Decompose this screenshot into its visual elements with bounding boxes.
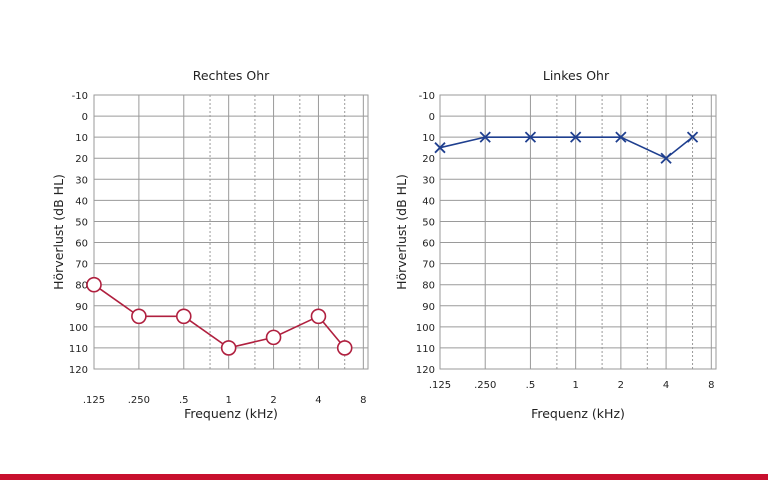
y-tick-label: 120	[69, 365, 88, 376]
y-tick-label: 40	[422, 196, 435, 207]
y-tick-label: 80	[422, 281, 435, 292]
y-tick-label: 100	[416, 323, 435, 334]
data-point-circle	[310, 308, 327, 325]
y-tick-label: 70	[422, 260, 435, 271]
cross-stroke	[686, 131, 699, 143]
x-tick-label: 4	[663, 380, 669, 391]
x-tick-label: 8	[360, 395, 366, 406]
x-axis-label: Frequenz (kHz)	[531, 406, 625, 421]
x-tick-label: 2	[618, 380, 624, 391]
data-point-cross	[524, 131, 537, 143]
data-point-circle	[86, 276, 102, 293]
x-axis-label: Frequenz (kHz)	[184, 406, 278, 421]
y-tick-label: 50	[422, 217, 435, 228]
plot-frame	[93, 94, 369, 370]
y-tick-label: 90	[422, 302, 435, 313]
y-tick-label: 100	[69, 323, 88, 334]
x-tick-label: 1	[225, 395, 231, 406]
y-tick-label: -10	[419, 91, 435, 102]
y-tick-label: 120	[416, 365, 435, 376]
y-tick-label: 10	[422, 133, 435, 144]
data-point-cross	[686, 131, 699, 143]
y-tick-label: 10	[75, 133, 88, 144]
y-tick-label: 0	[82, 112, 88, 123]
chart-title: Rechtes Ohr	[193, 68, 270, 83]
bottom-accent-bar	[0, 474, 768, 480]
data-point-circle	[220, 340, 237, 356]
y-tick-label: 0	[429, 112, 435, 123]
y-tick-label: 30	[75, 175, 88, 186]
y-tick-label: 60	[422, 239, 435, 250]
x-tick-label: .250	[128, 395, 150, 406]
x-tick-label: 1	[572, 380, 578, 391]
data-point-cross	[570, 131, 582, 143]
cross-stroke	[434, 142, 446, 154]
cross-stroke	[615, 131, 627, 143]
data-point-cross	[660, 152, 672, 164]
y-tick-label: 40	[75, 196, 88, 207]
cross-stroke	[524, 131, 537, 143]
y-tick-label: 20	[75, 154, 88, 165]
y-axis-label: Hörverlust (dB HL)	[51, 174, 66, 290]
x-tick-label: 2	[270, 395, 276, 406]
chart-title: Linkes Ohr	[543, 68, 610, 83]
y-tick-label: 80	[75, 281, 88, 292]
cross-stroke	[479, 131, 491, 143]
x-tick-label: 4	[315, 395, 321, 406]
x-tick-label: .5	[179, 395, 189, 406]
y-tick-label: 70	[75, 260, 88, 271]
data-point-circle	[336, 340, 353, 356]
data-point-circle	[131, 308, 147, 325]
y-tick-label: 110	[69, 344, 88, 355]
data-point-cross	[615, 131, 627, 143]
y-tick-label: 110	[416, 344, 435, 355]
x-tick-label: .250	[474, 380, 496, 391]
chart-left-ear: -10 0 10 20 30 40 50 60 70 80 90 100 110 120 .125 .250.…	[394, 68, 717, 421]
plot-frame	[439, 94, 717, 370]
y-tick-label: 60	[75, 239, 88, 250]
data-point-cross	[434, 142, 446, 154]
data-point-cross	[479, 131, 491, 143]
data-point-circle	[265, 329, 282, 346]
x-tick-label: .5	[526, 380, 536, 391]
cross-stroke	[570, 131, 582, 143]
x-tick-label: 8	[708, 380, 714, 391]
y-tick-label: -10	[72, 91, 88, 102]
y-tick-label: 30	[422, 175, 435, 186]
y-axis-label: Hörverlust (dB HL)	[394, 174, 409, 290]
cross-stroke	[660, 152, 672, 164]
data-point-circle	[175, 308, 192, 325]
chart-right-ear: -10 0 10 20 30 40 50 60 70 80 90 100 110 120 .125 .250.…	[51, 68, 369, 421]
series-line	[439, 136, 694, 160]
y-tick-label: 90	[75, 302, 88, 313]
y-tick-label: 50	[75, 217, 88, 228]
x-tick-label: .125	[83, 395, 105, 406]
y-tick-label: 20	[422, 154, 435, 165]
x-tick-label: .125	[429, 380, 451, 391]
